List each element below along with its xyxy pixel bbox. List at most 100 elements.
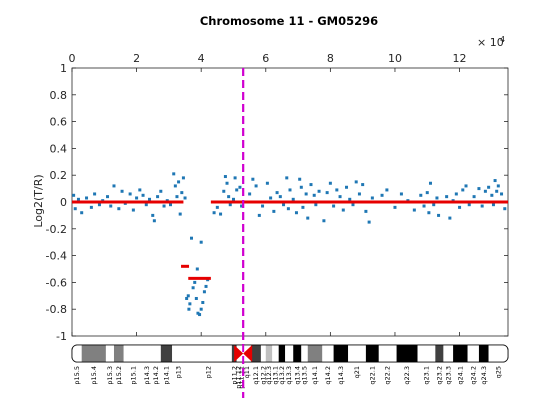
band-label: p14.1 (162, 366, 170, 385)
data-point (345, 185, 349, 189)
data-point (454, 192, 458, 196)
data-point (187, 307, 191, 311)
data-point (361, 183, 365, 187)
data-point (261, 204, 265, 208)
band-label: p15.3 (106, 366, 114, 385)
data-point (503, 207, 507, 211)
data-point (445, 195, 449, 199)
data-point (194, 296, 198, 300)
data-point (493, 179, 497, 183)
data-point (186, 294, 190, 298)
band-label: p15.4 (90, 366, 98, 385)
data-point (496, 184, 500, 188)
data-point (172, 172, 176, 176)
data-point (299, 185, 303, 189)
band-label: q22.3 (403, 366, 411, 385)
data-point (180, 191, 184, 195)
band-label: p15.5 (73, 366, 81, 385)
data-point (189, 236, 193, 240)
data-point (335, 188, 339, 192)
data-point (195, 267, 199, 271)
data-point (254, 184, 258, 188)
ideogram-band (488, 345, 508, 362)
band-label: q14.2 (324, 366, 332, 385)
data-point (380, 193, 384, 197)
band-label: q12.2 (259, 366, 267, 385)
data-point (332, 204, 336, 208)
data-point (109, 204, 113, 208)
ideogram-band (272, 345, 279, 362)
band-label: q13.1 (271, 366, 279, 385)
data-point (222, 189, 226, 193)
data-point (385, 188, 389, 192)
band-label: p13 (175, 366, 183, 378)
ideogram-band (151, 345, 161, 362)
data-point (282, 203, 286, 207)
ideogram-band (417, 345, 436, 362)
band-label: q22.2 (384, 366, 392, 385)
ideogram-band (443, 345, 454, 362)
data-point (285, 176, 289, 180)
data-point (304, 192, 308, 196)
data-point (425, 191, 429, 195)
band-label: p11.12 (234, 366, 242, 389)
data-point (370, 196, 374, 200)
data-point (240, 204, 244, 208)
x-multiplier-exponent: 4 (500, 35, 505, 44)
data-point (428, 181, 432, 185)
data-point (199, 307, 203, 311)
data-point (275, 191, 279, 195)
ideogram-band (365, 345, 379, 362)
band-label: q23.3 (444, 366, 452, 385)
data-point (198, 313, 202, 317)
data-point (367, 220, 371, 224)
data-point (225, 181, 229, 185)
ideogram-band (435, 345, 444, 362)
data-point (162, 204, 166, 208)
data-point (306, 216, 310, 220)
y-tick-label: 0.8 (50, 89, 68, 102)
data-point (120, 189, 124, 193)
data-point (169, 203, 173, 207)
band-label: p15.1 (129, 366, 137, 385)
band-label: q11 (243, 366, 251, 378)
y-tick-label: 0.6 (50, 116, 68, 129)
centromere-p-triangle (234, 345, 244, 362)
y-tick-label: -0.4 (46, 250, 67, 263)
data-point (228, 203, 232, 207)
data-point (117, 207, 121, 211)
data-point (193, 280, 197, 284)
x-tick-label: 8 (327, 52, 334, 65)
data-point (151, 213, 155, 217)
x-tick-label: 0 (69, 52, 76, 65)
data-point (227, 195, 231, 199)
x-multiplier: × 10 (477, 36, 504, 49)
data-point (72, 193, 76, 197)
data-point (412, 208, 416, 212)
band-label: q13.3 (285, 366, 293, 385)
ideogram-band (113, 345, 124, 362)
y-tick-label: 0.4 (50, 142, 68, 155)
data-point (491, 203, 495, 207)
data-point (181, 176, 185, 180)
data-point (80, 211, 84, 215)
ideogram-band (172, 345, 186, 362)
data-point (348, 197, 352, 201)
data-point (477, 187, 481, 191)
ideogram-band (378, 345, 397, 362)
data-point (291, 197, 295, 201)
data-point (317, 189, 321, 193)
band-label: q14.1 (311, 366, 319, 385)
ideogram-band (160, 345, 173, 362)
centromere-q-triangle (243, 345, 253, 362)
ideogram-band (478, 345, 489, 362)
data-point (156, 195, 160, 199)
data-point (144, 203, 148, 207)
band-label: q23.2 (435, 366, 443, 385)
data-point (148, 197, 152, 201)
chart-title: Chromosome 11 - GM05296 (200, 14, 378, 28)
band-label: q24.2 (469, 366, 477, 385)
data-point (233, 176, 237, 180)
ideogram-band (453, 345, 468, 362)
data-point (188, 302, 192, 306)
